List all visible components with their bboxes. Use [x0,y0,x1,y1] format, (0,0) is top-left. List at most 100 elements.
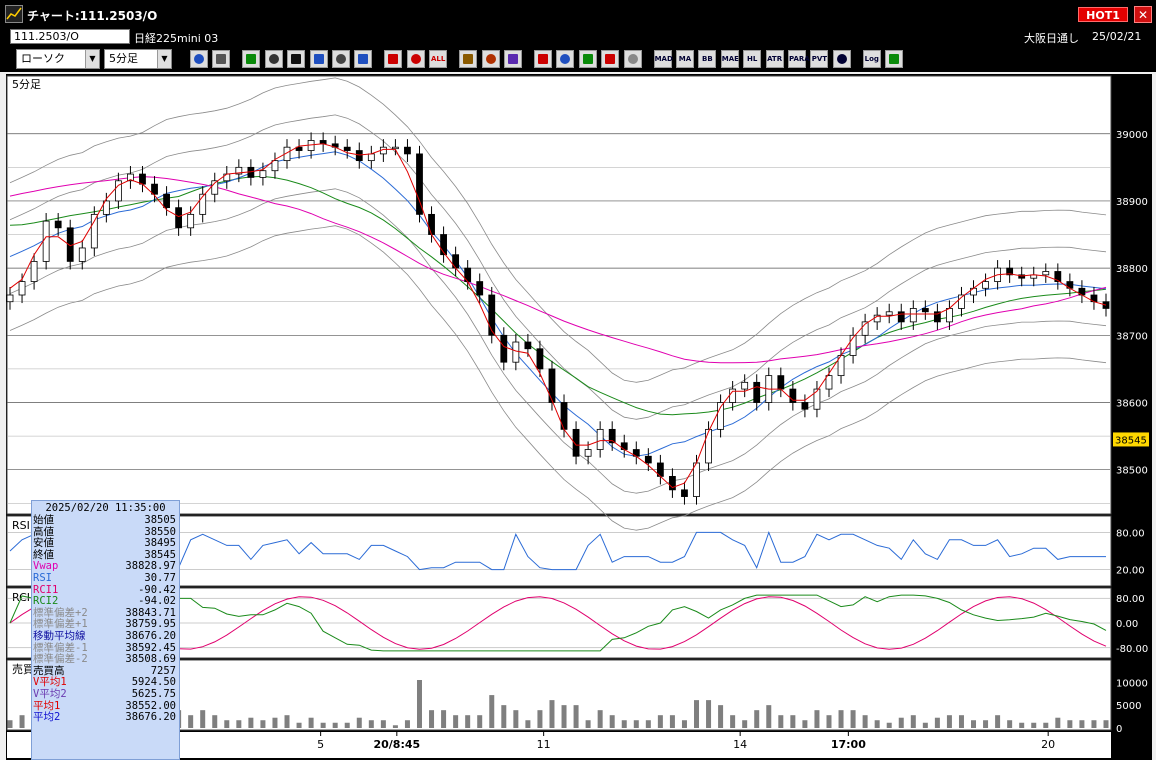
hot-badge[interactable]: HOT1 [1078,7,1128,22]
volume-bar [874,720,880,728]
readout-value: 38495 [144,537,176,550]
date-label: 25/02/21 [1092,30,1142,43]
close-button[interactable]: ✕ [1134,6,1152,23]
market-feed-label: 大阪日通し [1024,32,1079,45]
time-tick-label: 17:00 [831,738,866,751]
volume-bar [260,720,266,728]
candlestick [524,341,532,350]
time-axis-strip [7,732,1111,758]
atr-label: ATR [767,55,783,63]
volume-bar [465,715,471,728]
compare-icon[interactable] [601,50,620,68]
chart-canvas[interactable]: 39000 38900 38800 38700 38600 38500 38545 5分足 RS… [6,74,1152,760]
time-tick-label: 11 [537,738,551,751]
volume-bar [609,715,615,728]
mae-button[interactable]: MAE [720,50,739,68]
volume-bar [669,715,675,728]
palette-icon[interactable] [504,50,522,68]
settings-icon[interactable] [459,50,478,68]
volume-bar [597,710,603,728]
para-button[interactable]: PARA [788,50,810,68]
price-tick-label: 38500 [1116,466,1148,477]
atr-button[interactable]: ATR [765,50,784,68]
symbol-code-field[interactable]: 111.2503/O [10,29,130,44]
cursor-icon[interactable] [287,50,306,68]
readout-value: 38505 [144,514,176,526]
pvt-button[interactable]: PVT [810,50,829,68]
volume-bar [694,700,700,728]
candlestick [885,311,893,316]
chart-type-select[interactable]: ローソク ▼ [16,49,100,69]
readout-label: 移動平均線 [33,629,86,642]
export-icon[interactable] [885,50,904,68]
split-view-icon[interactable] [212,50,231,68]
all-button[interactable]: ALL [429,50,448,68]
trend-tool-icon[interactable] [264,50,283,68]
volume-bar [838,710,844,728]
mad-button[interactable]: MAD [653,50,673,68]
zoom-icon[interactable] [190,50,208,68]
readout-value: 38676.20 [125,629,176,642]
cursor-icon [291,54,302,64]
candlestick [139,173,146,185]
wrench-icon[interactable] [481,50,500,68]
timeframe-select[interactable]: 5分足 ▼ [104,49,172,69]
readout-label: 標準偏差-2 [33,653,88,666]
readout-row: 終値 38545 [32,549,179,562]
price-tick-label: 38800 [1116,264,1148,275]
settings-icon [463,54,474,64]
volume-bar [380,720,386,728]
volume-bar [501,705,507,728]
pencil-icon[interactable] [242,50,261,68]
candlestick [1054,271,1062,282]
alert-icon[interactable] [623,50,642,68]
candlestick [572,428,580,457]
volume-bar [995,715,1001,728]
candlestick [741,381,749,390]
readout-value: -90.42 [138,583,176,596]
window-icon[interactable] [832,50,851,68]
ma-button[interactable]: MA [676,50,694,68]
hl-button[interactable]: HL [743,50,762,68]
candlestick [102,200,110,215]
volume-bar [1043,722,1049,728]
rsi-tick-label: 80.00 [1116,528,1145,539]
volume-bar [453,715,459,728]
readout-row: RSI 30.77 [32,572,179,585]
candlestick [801,402,809,410]
bar-chart-icon [582,54,593,64]
search-chart-icon [560,54,571,64]
volume-bar [802,720,808,728]
candle-right-icon[interactable] [406,50,425,68]
candlestick [235,166,243,175]
volume-bar [742,720,748,728]
search-chart-icon[interactable] [556,50,575,68]
note-icon[interactable] [332,50,350,68]
undo-icon[interactable] [309,50,328,68]
log-button[interactable]: Log [862,50,881,68]
trash-icon[interactable] [354,50,373,68]
symbol-name: 日経225mini 03 [134,32,219,45]
volume-bar [850,710,856,728]
chart-area[interactable]: 39000 38900 38800 38700 38600 38500 38545 5分足 RS… [6,74,1152,760]
palette-icon [508,54,518,64]
volume-bar [549,700,555,728]
readout-value: 38843.71 [125,606,176,619]
data-readout-panel: 2025/02/20 11:35:00 始値 38505 高値 38550 安値 3849… [31,500,180,760]
volume-bar [1067,720,1073,728]
import-icon[interactable] [534,50,552,68]
bar-chart-icon[interactable] [578,50,597,68]
current-price-label: 38545 [1115,435,1147,446]
price-tick-label: 39000 [1116,130,1148,141]
volume-bar [633,720,639,728]
readout-row: RCI1 -90.42 [32,583,179,597]
pvt-label: PVT [811,55,828,63]
volume-bar [344,722,350,728]
bb-button[interactable]: BB [698,50,717,68]
ma-label: MA [678,55,692,63]
candlestick [500,334,508,363]
candlestick [30,261,38,282]
readout-label: 平均2 [33,711,61,724]
candle-left-icon[interactable] [384,50,403,68]
volume-bar [416,680,422,728]
